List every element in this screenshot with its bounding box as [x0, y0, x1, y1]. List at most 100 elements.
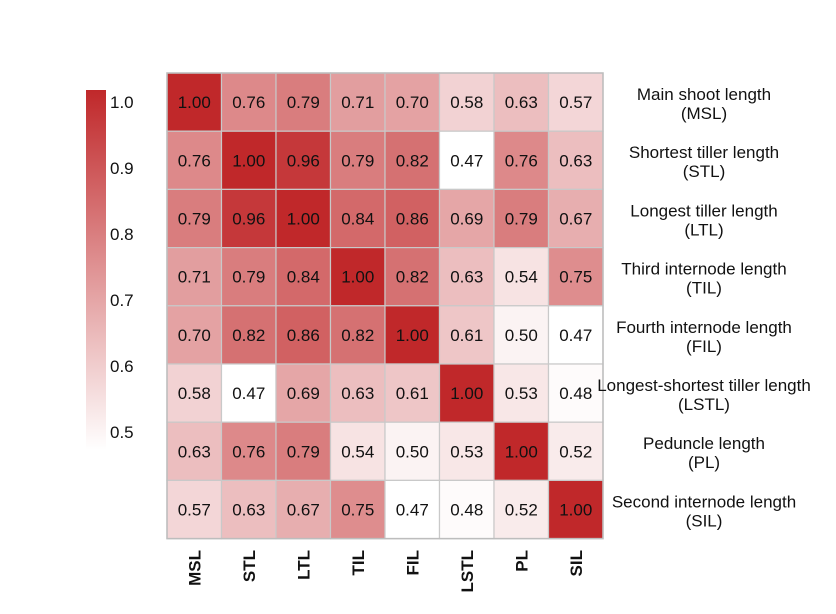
heatmap-cell [275, 479, 332, 540]
cell-value-label: 0.58 [450, 93, 483, 112]
cell-value-label: 0.67 [559, 210, 592, 229]
heatmap-cells: 1.00 0.76 0.79 0.71 0.70 0.58 0.63 0.57 0.76 1.00… [166, 72, 604, 540]
row-label-abbr: (LTL) [684, 220, 723, 239]
cell-value-label: 0.53 [450, 442, 483, 461]
cell-value-label: 0.63 [341, 384, 374, 403]
heatmap-cell [220, 363, 277, 423]
row-label-name: Third internode length [621, 260, 786, 279]
cell-value-label: 0.50 [505, 326, 538, 345]
cell-value-label: 0.79 [505, 210, 538, 229]
column-labels: MSL STL LTL TIL FIL LSTL PL SIL [185, 550, 586, 593]
column-label: LSTL [458, 550, 477, 593]
colorbar-tick-label: 0.5 [110, 423, 134, 442]
cell-value-label: 1.00 [178, 93, 211, 112]
heatmap-cell [438, 421, 495, 482]
cell-value-label: 0.86 [396, 210, 429, 229]
cell-value-label: 0.79 [287, 442, 320, 461]
cell-value-label: 1.00 [505, 442, 538, 461]
heatmap-cell [493, 421, 550, 482]
row-label-abbr: (TIL) [686, 279, 722, 298]
row-labels: Main shoot length(MSL) Shortest tiller le… [597, 85, 811, 530]
heatmap-cell [438, 130, 495, 190]
heatmap-cell [275, 363, 332, 423]
cell-value-label: 1.00 [341, 268, 374, 287]
row-label-abbr: (LSTL) [678, 395, 730, 414]
heatmap-cell [493, 363, 550, 423]
cell-value-label: 0.96 [232, 210, 265, 229]
cell-value-label: 0.84 [341, 210, 374, 229]
cell-value-label: 0.75 [559, 268, 592, 287]
cell-value-label: 1.00 [450, 384, 483, 403]
cell-value-label: 0.54 [505, 268, 538, 287]
colorbar-tick-label: 0.8 [110, 225, 134, 244]
cell-value-label: 0.71 [341, 93, 374, 112]
heatmap-cell [220, 130, 277, 190]
heatmap-cell [329, 305, 386, 365]
colorbar: 1.0 0.9 0.8 0.7 0.6 0.5 [86, 90, 134, 450]
cell-value-label: 0.70 [178, 326, 211, 345]
column-label: MSL [185, 550, 204, 586]
cell-value-label: 0.76 [505, 151, 538, 170]
cell-value-label: 0.54 [341, 442, 374, 461]
cell-value-label: 0.76 [232, 93, 265, 112]
heatmap-cell [384, 188, 441, 249]
cell-value-label: 0.58 [178, 384, 211, 403]
cell-value-label: 0.76 [232, 442, 265, 461]
cell-value-label: 0.52 [505, 501, 538, 520]
colorbar-tick-label: 0.6 [110, 357, 134, 376]
column-label: SIL [567, 550, 586, 576]
row-label-name: Longest-shortest tiller length [597, 376, 811, 395]
cell-value-label: 0.79 [287, 93, 320, 112]
heatmap-cell [220, 421, 277, 482]
colorbar-tick-label: 0.9 [110, 159, 134, 178]
cell-value-label: 1.00 [559, 501, 592, 520]
cell-value-label: 0.82 [341, 326, 374, 345]
cell-value-label: 0.52 [559, 442, 592, 461]
heatmap-cell [384, 305, 441, 365]
row-label-name: Longest tiller length [630, 201, 777, 220]
cell-value-label: 0.47 [450, 151, 483, 170]
column-label: PL [512, 550, 531, 572]
heatmap-cell [438, 72, 495, 132]
colorbar-tick-label: 0.7 [110, 291, 134, 310]
row-label-abbr: (FIL) [686, 337, 722, 356]
cell-value-label: 1.00 [396, 326, 429, 345]
cell-value-label: 0.79 [341, 151, 374, 170]
cell-value-label: 0.48 [450, 501, 483, 520]
row-label-abbr: (SIL) [686, 511, 723, 530]
heatmap-cell [166, 72, 223, 132]
cell-value-label: 0.63 [232, 501, 265, 520]
cell-value-label: 0.82 [396, 268, 429, 287]
heatmap-cell [220, 72, 277, 132]
cell-value-label: 0.50 [396, 442, 429, 461]
cell-value-label: 0.70 [396, 93, 429, 112]
cell-value-label: 0.75 [341, 501, 374, 520]
heatmap-cell [384, 363, 441, 423]
cell-value-label: 0.57 [178, 501, 211, 520]
cell-value-label: 1.00 [287, 210, 320, 229]
row-label-name: Main shoot length [637, 85, 771, 104]
row-label-name: Peduncle length [643, 434, 765, 453]
heatmap-cell [384, 479, 441, 540]
heatmap-cell [493, 188, 550, 249]
cell-value-label: 0.69 [287, 384, 320, 403]
heatmap-cell [547, 305, 604, 365]
heatmap-cell [275, 247, 332, 307]
heatmap-cell [547, 479, 604, 540]
row-label-abbr: (PL) [688, 453, 720, 472]
heatmap-cell [329, 188, 386, 249]
heatmap-cell [220, 188, 277, 249]
cell-value-label: 0.63 [505, 93, 538, 112]
heatmap-cell [275, 188, 332, 249]
heatmap-cell [547, 363, 604, 423]
column-label: STL [240, 550, 259, 582]
heatmap-cell [547, 130, 604, 190]
heatmap-cell [384, 247, 441, 307]
row-label-abbr: (STL) [683, 162, 726, 181]
heatmap-cell [329, 130, 386, 190]
heatmap-cell [493, 247, 550, 307]
row-label-abbr: (MSL) [681, 104, 727, 123]
heatmap-cell [329, 247, 386, 307]
cell-value-label: 0.79 [232, 268, 265, 287]
